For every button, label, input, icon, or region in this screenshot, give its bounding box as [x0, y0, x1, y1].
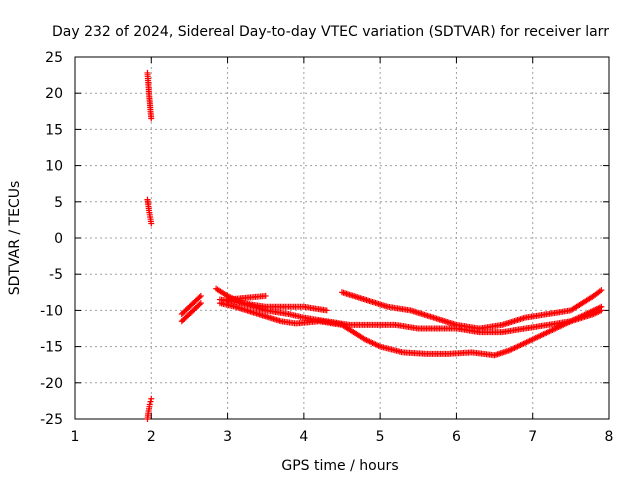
data-point	[262, 292, 269, 299]
series-arc8	[216, 296, 330, 314]
x-tick-label: 3	[223, 429, 232, 445]
x-axis-label: GPS time / hours	[281, 458, 398, 474]
y-tick-label: 0	[54, 231, 63, 247]
data-point	[148, 220, 155, 227]
data-point	[598, 303, 605, 310]
y-tick-label: -5	[49, 267, 63, 283]
y-axis-label: SDTVAR / TECUs	[7, 181, 23, 296]
y-tick-label: 25	[45, 50, 63, 66]
y-tick-label: 20	[45, 86, 63, 102]
axis-ticks: 1 2 3 4 5 6 7 8 -25 -20 -15 -10 -5 0 5 10 15 20 25	[40, 50, 613, 445]
data-points	[144, 69, 605, 422]
y-tick-label: -10	[40, 303, 63, 319]
data-point	[323, 307, 330, 314]
y-tick-label: 5	[54, 195, 63, 211]
y-tick-label: -20	[40, 376, 63, 392]
series-arc3-lower	[144, 395, 155, 422]
data-point	[197, 292, 204, 299]
x-tick-label: 2	[147, 429, 156, 445]
y-tick-label: -15	[40, 340, 63, 356]
data-point	[598, 287, 605, 294]
series-arc10	[339, 287, 605, 332]
data-point	[196, 301, 203, 308]
data-point	[196, 294, 203, 301]
series-arc2-mid	[144, 196, 155, 227]
grid-lines	[75, 57, 609, 419]
x-tick-label: 1	[71, 429, 80, 445]
series-arc1-upper	[144, 69, 155, 122]
data-point	[146, 401, 153, 408]
y-tick-label: 15	[45, 122, 63, 138]
data-point	[148, 115, 155, 122]
x-tick-label: 7	[528, 429, 537, 445]
series-arc7	[216, 300, 605, 359]
x-tick-label: 8	[605, 429, 614, 445]
series-arc5	[178, 292, 204, 318]
y-tick-label: -25	[40, 412, 63, 428]
data-point	[147, 398, 154, 405]
series-arc9	[224, 292, 269, 303]
data-point	[148, 395, 155, 402]
x-tick-label: 6	[452, 429, 461, 445]
x-tick-label: 4	[299, 429, 308, 445]
y-tick-label: 10	[45, 159, 63, 175]
data-point	[197, 300, 204, 307]
chart-title: Day 232 of 2024, Sidereal Day-to-day VTE…	[52, 24, 609, 40]
series-arc4	[178, 300, 204, 325]
x-tick-label: 5	[376, 429, 385, 445]
